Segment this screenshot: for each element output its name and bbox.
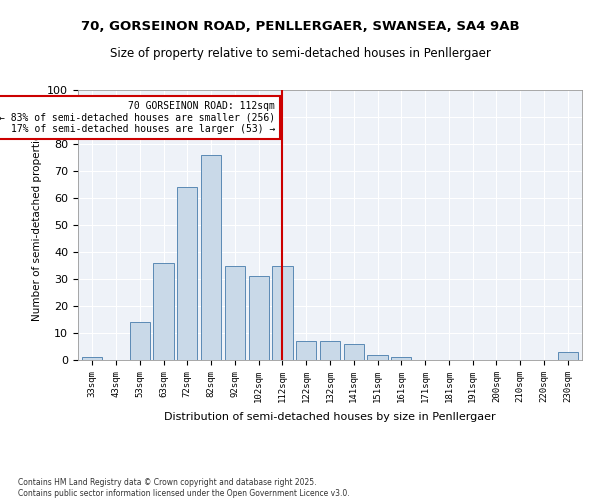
Bar bbox=[367, 354, 388, 360]
Bar bbox=[201, 155, 221, 360]
Bar bbox=[177, 187, 197, 360]
Bar bbox=[272, 266, 293, 360]
Bar bbox=[296, 341, 316, 360]
Text: Distribution of semi-detached houses by size in Penllergaer: Distribution of semi-detached houses by … bbox=[164, 412, 496, 422]
Bar bbox=[154, 263, 173, 360]
Bar bbox=[557, 352, 578, 360]
Bar bbox=[225, 266, 245, 360]
Text: 70 GORSEINON ROAD: 112sqm
← 83% of semi-detached houses are smaller (256)
17% of: 70 GORSEINON ROAD: 112sqm ← 83% of semi-… bbox=[0, 101, 275, 134]
Y-axis label: Number of semi-detached properties: Number of semi-detached properties bbox=[32, 128, 42, 322]
Text: Size of property relative to semi-detached houses in Penllergaer: Size of property relative to semi-detach… bbox=[110, 48, 490, 60]
Bar bbox=[344, 344, 364, 360]
Bar bbox=[391, 358, 412, 360]
Bar bbox=[248, 276, 269, 360]
Text: 70, GORSEINON ROAD, PENLLERGAER, SWANSEA, SA4 9AB: 70, GORSEINON ROAD, PENLLERGAER, SWANSEA… bbox=[80, 20, 520, 33]
Bar bbox=[82, 358, 103, 360]
Bar bbox=[320, 341, 340, 360]
Bar bbox=[130, 322, 150, 360]
Text: Contains HM Land Registry data © Crown copyright and database right 2025.
Contai: Contains HM Land Registry data © Crown c… bbox=[18, 478, 350, 498]
